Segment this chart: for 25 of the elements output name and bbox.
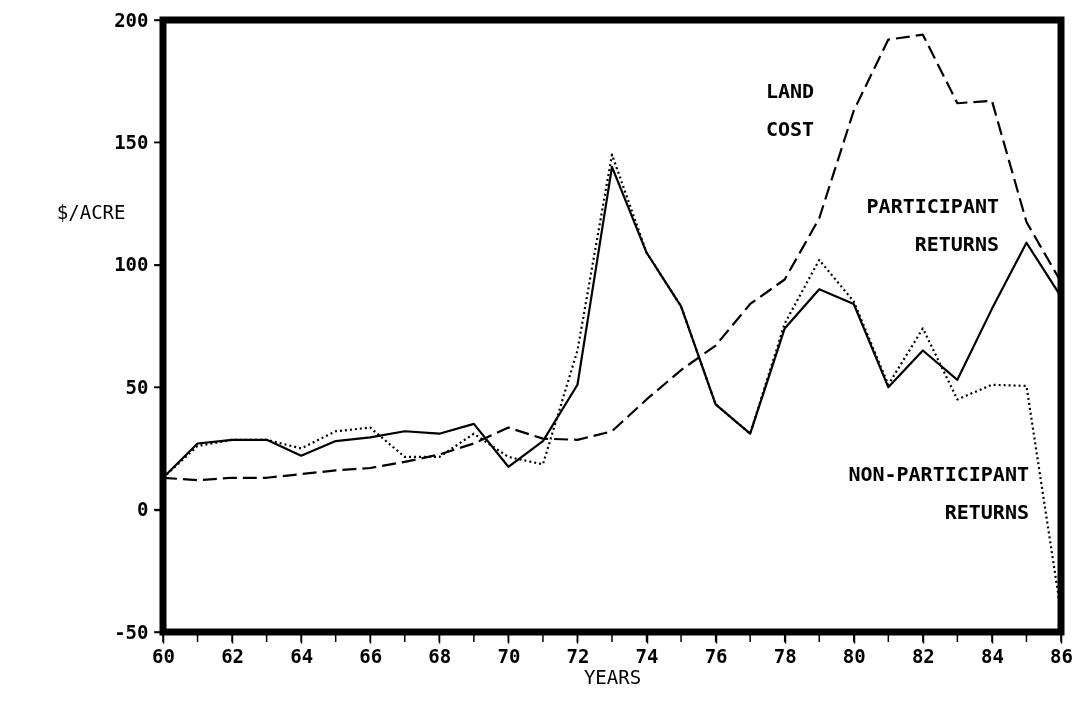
y-axis-title: $/ACRE [56, 200, 126, 223]
x-tick-label: 86 [1050, 644, 1073, 667]
x-tick-label: 84 [980, 644, 1004, 667]
series-label: PARTICIPANT RETURNS [866, 194, 999, 256]
x-tick-label: 80 [842, 644, 866, 667]
x-tick-label: 82 [911, 644, 935, 667]
series-label: LAND COST [765, 79, 815, 141]
x-tick-label: 76 [704, 644, 728, 667]
x-tick-label: 66 [359, 644, 383, 667]
x-tick-label: 62 [221, 644, 245, 667]
y-tick-label: 150 [114, 130, 149, 153]
y-tick-label: 50 [125, 375, 149, 398]
y-tick-label: -50 [114, 620, 149, 643]
x-tick-label: 72 [566, 644, 590, 667]
x-tick-label: 70 [497, 644, 521, 667]
x-tick-label: 64 [290, 644, 314, 667]
y-tick-label: 0 [137, 498, 149, 521]
x-axis-title: YEARS [583, 665, 642, 688]
x-tick-label: 78 [773, 644, 797, 667]
x-tick-label: 68 [428, 644, 452, 667]
y-tick-label: 100 [114, 253, 149, 276]
x-tick-label: 60 [152, 644, 175, 667]
series-label: NON-PARTICIPANT RETURNS [848, 462, 1029, 524]
y-tick-label: 200 [114, 8, 149, 31]
x-tick-label: 74 [635, 644, 659, 667]
